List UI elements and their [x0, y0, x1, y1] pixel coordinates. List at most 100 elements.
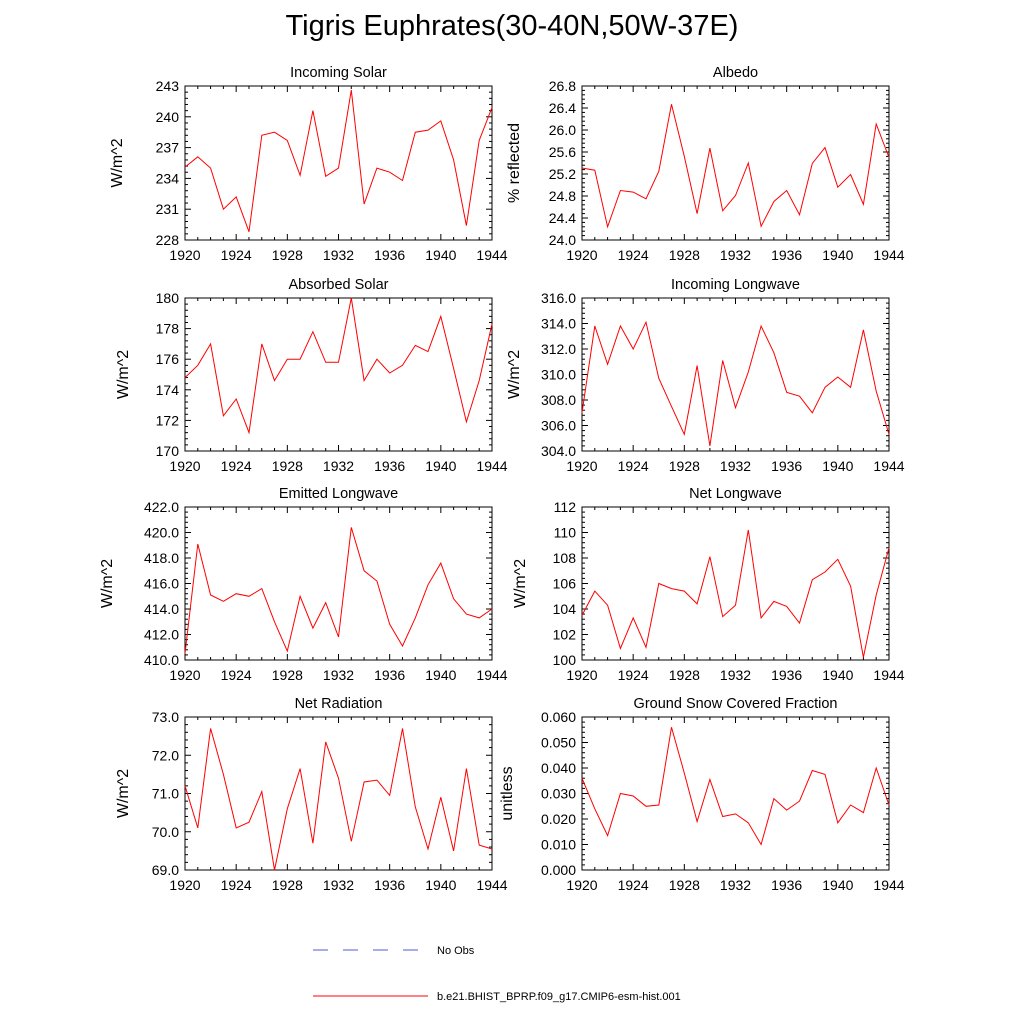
x-tick-label: 1924: [221, 667, 252, 683]
plot-frame: [184, 716, 493, 871]
y-tick-label: 26.0: [549, 122, 576, 138]
y-axis-label: W/m^2: [99, 559, 116, 608]
x-tick-label: 1936: [374, 458, 405, 474]
x-tick-label: 1928: [272, 247, 303, 263]
x-tick-label: 1940: [822, 247, 853, 263]
x-tick-label: 1940: [822, 667, 853, 683]
x-tick-label: 1944: [873, 458, 904, 474]
y-tick-label: 100: [553, 652, 577, 668]
chart-panel: 1920 1924 1928 1932 1936 1940 1944 304.0 306.0 30…: [506, 277, 905, 474]
x-tick-label: 1936: [771, 247, 802, 263]
series-line: [184, 728, 493, 871]
x-tick-label: 1928: [669, 877, 700, 893]
y-axis-label: W/m^2: [506, 350, 523, 399]
y-tick-label: 25.6: [549, 144, 576, 160]
x-tick-label: 1924: [221, 458, 252, 474]
y-tick-label: 243: [156, 78, 180, 94]
x-tick-label: 1940: [425, 877, 456, 893]
y-tick-label: 412.0: [144, 627, 179, 643]
y-tick-label: 420.0: [144, 525, 179, 541]
panel-title: Incoming Longwave: [671, 277, 800, 293]
y-tick-label: 24.0: [549, 232, 576, 248]
x-tick-label: 1940: [822, 877, 853, 893]
plot-frame: [581, 85, 890, 241]
y-tick-label: 170: [156, 443, 180, 459]
y-tick-label: 312.0: [541, 341, 576, 357]
x-tick-label: 1940: [425, 667, 456, 683]
y-tick-label: 308.0: [541, 392, 576, 408]
y-tick-label: 73.0: [152, 709, 179, 725]
series-line: [184, 297, 493, 435]
chart-panel: 1920 1924 1928 1932 1936 1940 1944 24.0 24.4 24.8…: [506, 65, 905, 263]
y-tick-label: 180: [156, 290, 180, 306]
chart-panel: 1920 1924 1928 1932 1936 1940 1944 100 102 104 106…: [512, 486, 905, 683]
y-tick-label: 25.2: [549, 166, 576, 182]
x-tick-label: 1944: [476, 877, 507, 893]
x-tick-label: 1944: [476, 667, 507, 683]
figure-title: Tigris Euphrates(30-40N,50W-37E): [285, 10, 739, 42]
panel-title: Ground Snow Covered Fraction: [634, 696, 838, 712]
panel-title: Incoming Solar: [290, 65, 387, 81]
y-tick-label: 70.0: [152, 824, 179, 840]
plot-frame: [184, 85, 493, 241]
y-tick-label: 306.0: [541, 418, 576, 434]
legend-label-model-run: b.e21.BHIST_BPRP.f09_g17.CMIP6-esm-hist.…: [437, 991, 681, 1003]
x-tick-label: 1932: [323, 247, 354, 263]
x-tick-label: 1920: [169, 458, 200, 474]
y-tick-label: 231: [156, 201, 180, 217]
x-tick-label: 1932: [720, 458, 751, 474]
x-tick-label: 1920: [169, 877, 200, 893]
y-tick-label: 240: [156, 109, 180, 125]
x-tick-label: 1936: [771, 877, 802, 893]
x-tick-label: 1932: [720, 247, 751, 263]
x-tick-label: 1932: [720, 667, 751, 683]
y-tick-label: 172: [156, 412, 180, 428]
y-tick-label: 0.030: [541, 786, 576, 802]
x-tick-label: 1928: [669, 458, 700, 474]
x-tick-label: 1928: [669, 247, 700, 263]
x-tick-label: 1936: [374, 247, 405, 263]
y-axis-label: unitless: [499, 766, 516, 820]
x-tick-label: 1924: [221, 247, 252, 263]
y-tick-label: 108: [553, 550, 577, 566]
y-tick-label: 106: [553, 576, 577, 592]
x-tick-label: 1932: [323, 877, 354, 893]
y-tick-label: 316.0: [541, 290, 576, 306]
chart-panels: 1920 1924 1928 1932 1936 1940 1944 228 231 234 237…: [99, 65, 905, 893]
y-tick-label: 416.0: [144, 576, 179, 592]
x-tick-label: 1944: [476, 458, 507, 474]
x-tick-label: 1932: [720, 877, 751, 893]
plot-frame: [581, 716, 890, 871]
chart-panel: 1920 1924 1928 1932 1936 1940 1944 0.000 0.010 0.…: [499, 696, 905, 893]
y-tick-label: 104: [553, 601, 577, 617]
x-tick-label: 1944: [873, 667, 904, 683]
y-tick-label: 410.0: [144, 652, 179, 668]
series-line: [184, 90, 493, 232]
y-tick-label: 0.000: [541, 862, 576, 878]
y-axis-label: W/m^2: [115, 350, 132, 399]
y-tick-label: 110: [554, 525, 577, 541]
chart-panel: 1920 1924 1928 1932 1936 1940 1944 410.0 412.0 41…: [99, 486, 508, 683]
x-tick-label: 1936: [771, 458, 802, 474]
series-line: [581, 529, 890, 658]
y-tick-label: 418.0: [144, 550, 179, 566]
series-line: [581, 727, 890, 846]
chart-panel: 1920 1924 1928 1932 1936 1940 1944 170 172 174 176…: [115, 277, 508, 474]
y-tick-label: 304.0: [541, 443, 576, 459]
y-tick-label: 112: [554, 499, 577, 515]
panel-title: Net Radiation: [295, 696, 383, 712]
x-tick-label: 1920: [566, 667, 597, 683]
plot-frame: [581, 297, 890, 452]
y-tick-label: 0.020: [541, 811, 576, 827]
x-tick-label: 1940: [425, 247, 456, 263]
x-tick-label: 1940: [425, 458, 456, 474]
y-tick-label: 26.4: [549, 100, 576, 116]
y-tick-label: 414.0: [144, 601, 179, 617]
y-tick-label: 0.060: [541, 709, 576, 725]
x-tick-label: 1928: [272, 877, 303, 893]
plot-frame: [184, 297, 493, 452]
x-tick-label: 1932: [323, 667, 354, 683]
legend-label-no-obs: No Obs: [437, 945, 475, 957]
x-tick-label: 1944: [873, 247, 904, 263]
